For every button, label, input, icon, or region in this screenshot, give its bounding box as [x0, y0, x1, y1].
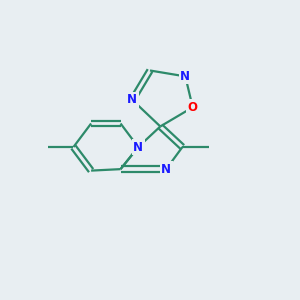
Text: O: O — [188, 101, 198, 114]
Text: N: N — [133, 141, 143, 154]
Text: N: N — [180, 70, 190, 83]
Text: N: N — [127, 93, 137, 106]
Text: N: N — [161, 163, 171, 176]
